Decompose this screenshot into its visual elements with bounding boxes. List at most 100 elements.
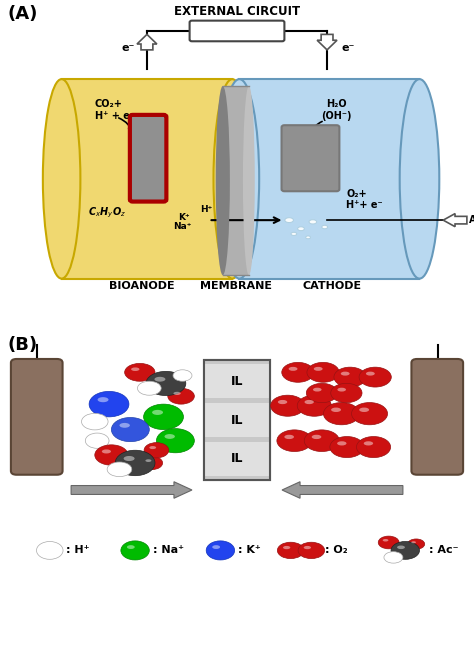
Ellipse shape (219, 79, 259, 278)
Text: Na⁺: Na⁺ (173, 222, 192, 231)
Ellipse shape (297, 395, 331, 416)
Ellipse shape (307, 362, 339, 382)
Text: EXTERNAL CIRCUIT: EXTERNAL CIRCUIT (174, 5, 300, 18)
Ellipse shape (243, 86, 255, 275)
Ellipse shape (143, 384, 149, 387)
Ellipse shape (173, 392, 181, 395)
FancyArrow shape (282, 482, 403, 498)
FancyArrow shape (317, 34, 337, 50)
FancyBboxPatch shape (282, 125, 339, 191)
Text: IL: IL (231, 375, 243, 388)
Text: : Ac⁻: : Ac⁻ (429, 545, 458, 556)
Ellipse shape (124, 456, 135, 461)
Ellipse shape (352, 402, 388, 425)
Ellipse shape (115, 450, 155, 476)
Ellipse shape (278, 400, 287, 404)
Ellipse shape (334, 367, 366, 387)
Ellipse shape (121, 541, 149, 560)
Text: IL: IL (231, 413, 243, 426)
Bar (204, 476, 270, 480)
Text: : O₂: : O₂ (325, 545, 347, 556)
Ellipse shape (285, 217, 293, 223)
Ellipse shape (337, 441, 346, 445)
Ellipse shape (144, 443, 169, 458)
Ellipse shape (408, 539, 425, 549)
Ellipse shape (95, 445, 128, 465)
FancyBboxPatch shape (190, 21, 284, 42)
Text: CATHODE: CATHODE (302, 281, 361, 291)
Ellipse shape (397, 546, 405, 549)
Bar (204, 442, 270, 476)
Bar (204, 398, 270, 403)
Ellipse shape (366, 372, 375, 376)
FancyBboxPatch shape (130, 115, 166, 202)
Bar (204, 360, 270, 480)
FancyArrow shape (71, 482, 192, 498)
Ellipse shape (131, 367, 139, 371)
Ellipse shape (36, 541, 63, 559)
Text: (B): (B) (7, 336, 37, 354)
Ellipse shape (282, 362, 314, 382)
Ellipse shape (107, 462, 132, 476)
Bar (204, 437, 270, 442)
Ellipse shape (177, 373, 182, 374)
Ellipse shape (388, 554, 393, 557)
Ellipse shape (289, 367, 298, 371)
Text: e⁻: e⁻ (121, 43, 135, 53)
FancyArrow shape (137, 34, 157, 50)
Ellipse shape (314, 367, 323, 371)
Ellipse shape (298, 542, 325, 559)
Text: : H⁺: : H⁺ (66, 545, 90, 556)
Ellipse shape (213, 79, 251, 278)
Ellipse shape (313, 387, 321, 391)
Text: : K⁺: : K⁺ (238, 545, 261, 556)
Ellipse shape (112, 465, 119, 468)
Ellipse shape (330, 437, 364, 458)
Bar (223, 86, 249, 275)
Text: ANODE: ANODE (32, 397, 42, 437)
Text: CO₂+
H⁺ + e⁻: CO₂+ H⁺ + e⁻ (95, 99, 135, 121)
Ellipse shape (168, 388, 194, 404)
Ellipse shape (322, 225, 328, 228)
Bar (204, 403, 270, 437)
Ellipse shape (331, 408, 341, 412)
Ellipse shape (331, 384, 362, 402)
Text: (A): (A) (7, 5, 37, 23)
Ellipse shape (127, 545, 135, 549)
Ellipse shape (156, 428, 194, 453)
Ellipse shape (98, 397, 109, 402)
Text: K⁺: K⁺ (178, 213, 190, 222)
Ellipse shape (164, 434, 175, 439)
Ellipse shape (144, 404, 183, 430)
Ellipse shape (277, 542, 304, 559)
Ellipse shape (309, 220, 317, 224)
Text: H⁺: H⁺ (200, 204, 212, 214)
Text: MEMBRANE: MEMBRANE (200, 281, 272, 291)
Ellipse shape (87, 417, 94, 421)
Ellipse shape (341, 372, 350, 376)
Ellipse shape (323, 402, 359, 425)
FancyArrow shape (443, 214, 467, 227)
Ellipse shape (119, 423, 130, 428)
FancyBboxPatch shape (11, 359, 63, 474)
Ellipse shape (277, 430, 312, 452)
Text: CATHODE: CATHODE (432, 389, 443, 445)
Ellipse shape (306, 236, 310, 239)
Ellipse shape (271, 395, 305, 416)
Ellipse shape (85, 433, 109, 448)
Ellipse shape (141, 456, 163, 470)
Ellipse shape (359, 367, 392, 387)
Bar (239, 79, 419, 278)
Text: H₂O
(OH⁻): H₂O (OH⁻) (321, 99, 352, 121)
Ellipse shape (152, 410, 163, 415)
Ellipse shape (312, 435, 321, 439)
Ellipse shape (391, 541, 419, 559)
Ellipse shape (125, 363, 155, 381)
Ellipse shape (298, 227, 304, 230)
Ellipse shape (111, 417, 149, 442)
Text: IL: IL (231, 452, 243, 465)
Ellipse shape (283, 546, 290, 549)
Ellipse shape (304, 430, 339, 452)
Text: AERATION: AERATION (469, 215, 474, 225)
Ellipse shape (206, 541, 235, 560)
